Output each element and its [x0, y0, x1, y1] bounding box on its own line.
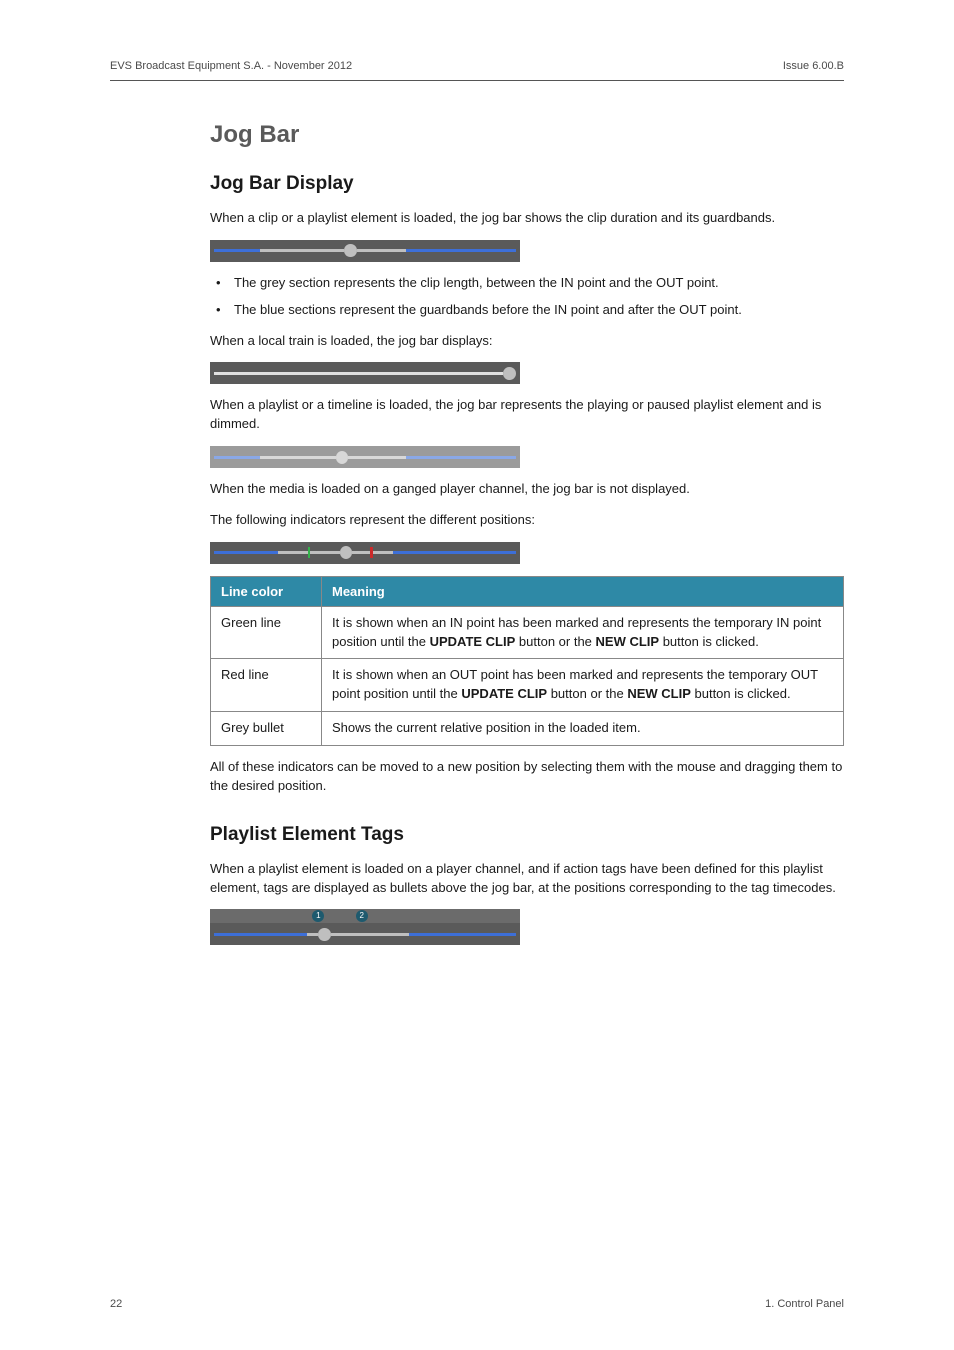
jog-bar-playlist [210, 446, 520, 468]
tag-bullet-icon: 2 [356, 910, 368, 922]
cell-meaning: Shows the current relative position in t… [322, 712, 844, 746]
bullet-item: The blue sections represent the guardban… [210, 301, 844, 320]
clip-seg [352, 551, 370, 554]
clip-left [260, 456, 335, 459]
table-header-color: Line color [211, 576, 322, 606]
tag-row: 1 2 [210, 909, 520, 923]
guardband-left [214, 933, 307, 936]
clip-seg [278, 551, 307, 554]
section-title: Jog Bar [210, 121, 844, 149]
position-bullet [318, 928, 330, 941]
jog-bar-indicators [210, 542, 520, 564]
bullet-item: The grey section represents the clip len… [210, 274, 844, 293]
cell-color: Grey bullet [211, 712, 322, 746]
header-right: Issue 6.00.B [783, 60, 844, 72]
guardband-left [214, 456, 260, 459]
page: EVS Broadcast Equipment S.A. - November … [0, 0, 954, 1350]
jog-bar-with-tags: 1 2 [210, 909, 520, 945]
indicators-text: The following indicators represent the d… [210, 511, 844, 530]
tags-title: Playlist Element Tags [210, 824, 844, 846]
bullet-list: The grey section represents the clip len… [210, 274, 844, 320]
cell-color: Green line [211, 606, 322, 659]
position-bullet [344, 244, 356, 257]
tag-bullet-icon: 1 [312, 910, 324, 922]
page-number: 22 [110, 1298, 122, 1310]
table-row: Green line It is shown when an IN point … [211, 606, 844, 659]
clip-right [357, 249, 406, 252]
jog-bar-tags [210, 923, 520, 945]
position-bullet [340, 546, 353, 559]
clip-seg [373, 551, 393, 554]
jog-bar-train [210, 362, 520, 384]
guardband-right [406, 456, 516, 459]
clip-left [260, 249, 344, 252]
local-train-text: When a local train is loaded, the jog ba… [210, 332, 844, 351]
jog-display-title: Jog Bar Display [210, 173, 844, 195]
jog-bar-clip [210, 240, 520, 262]
line-color-table: Line color Meaning Green line It is show… [210, 576, 844, 746]
position-bullet [336, 451, 348, 464]
guardband-right [409, 933, 516, 936]
ganged-text: When the media is loaded on a ganged pla… [210, 480, 844, 499]
guardband-right [393, 551, 516, 554]
header-left: EVS Broadcast Equipment S.A. - November … [110, 60, 352, 72]
intro-text: When a clip or a playlist element is loa… [210, 209, 844, 228]
guardband-left [214, 249, 260, 252]
clip-right [331, 933, 409, 936]
table-after-text: All of these indicators can be moved to … [210, 758, 844, 796]
table-row: Grey bullet Shows the current relative p… [211, 712, 844, 746]
cell-meaning: It is shown when an OUT point has been m… [322, 659, 844, 712]
guardband-left [214, 551, 278, 554]
table-body: Green line It is shown when an IN point … [211, 606, 844, 745]
clip-seg [310, 551, 339, 554]
cell-meaning: It is shown when an IN point has been ma… [322, 606, 844, 659]
clip-left [307, 933, 319, 936]
guardband-right [406, 249, 516, 252]
playlist-text: When a playlist or a timeline is loaded,… [210, 396, 844, 434]
clip-right [348, 456, 406, 459]
chapter-label: 1. Control Panel [765, 1298, 844, 1310]
tags-intro: When a playlist element is loaded on a p… [210, 860, 844, 898]
page-footer: 22 1. Control Panel [110, 1298, 844, 1310]
table-row: Red line It is shown when an OUT point h… [211, 659, 844, 712]
table-header-meaning: Meaning [322, 576, 844, 606]
position-bullet [503, 367, 516, 380]
cell-color: Red line [211, 659, 322, 712]
page-header: EVS Broadcast Equipment S.A. - November … [110, 60, 844, 81]
train-track [214, 372, 503, 375]
content-column: Jog Bar Jog Bar Display When a clip or a… [210, 121, 844, 945]
